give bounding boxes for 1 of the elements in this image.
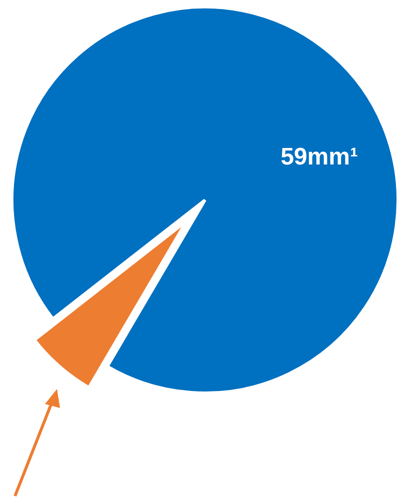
slice-label: 59mm¹ (280, 143, 358, 170)
